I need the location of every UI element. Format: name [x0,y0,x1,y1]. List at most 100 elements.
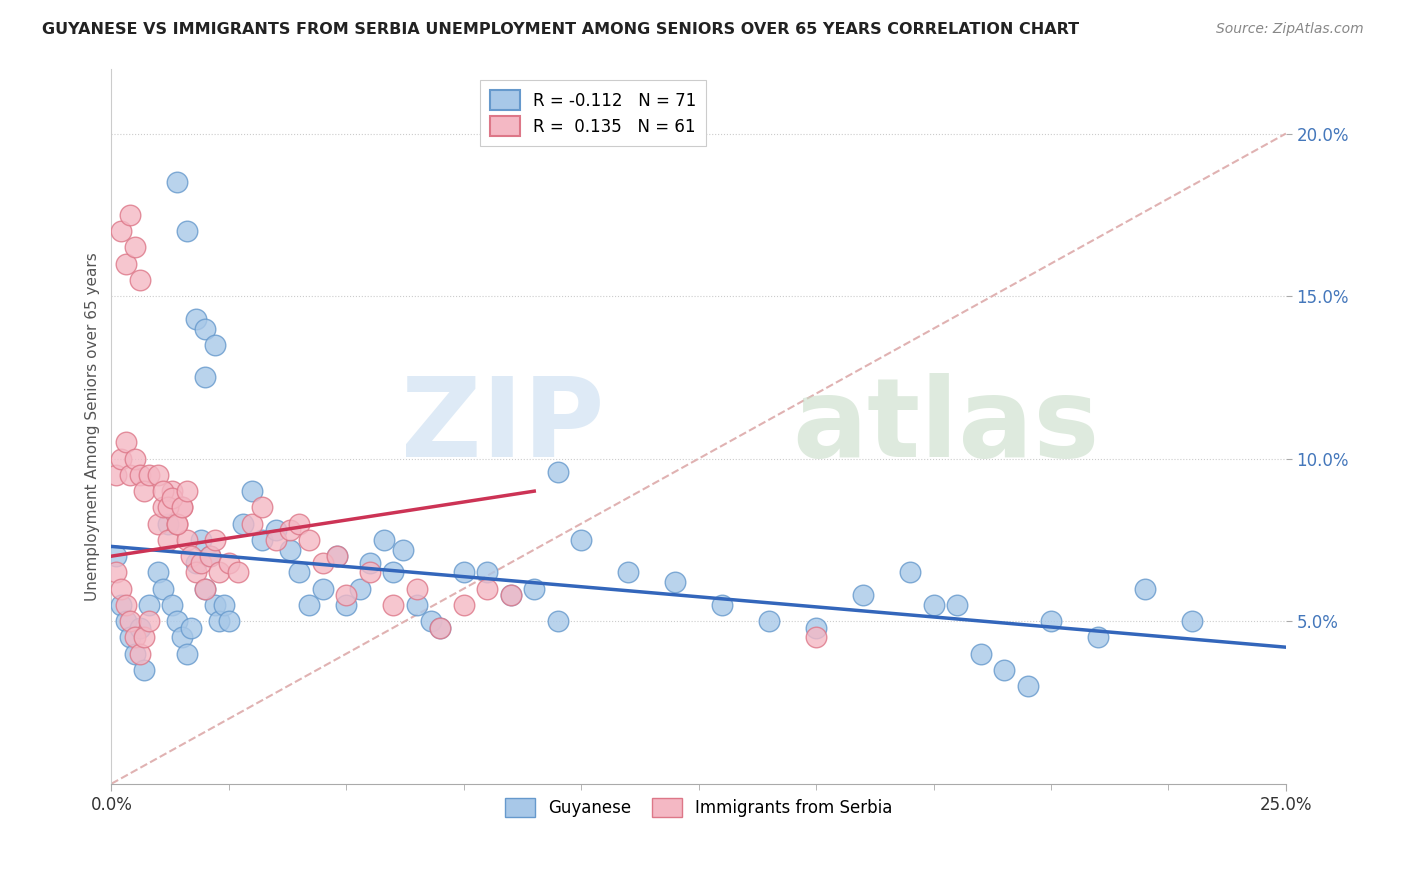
Point [326,549,349,564]
Point [138,614,160,628]
Point [166,516,188,531]
Point [405,598,427,612]
Point [499,588,522,602]
Point [184,311,207,326]
Point [1017,679,1039,693]
Point [453,598,475,612]
Point [138,467,160,482]
Point [946,598,969,612]
Text: Source: ZipAtlas.com: Source: ZipAtlas.com [1216,22,1364,37]
Point [569,533,592,547]
Point [176,533,198,547]
Point [120,467,142,482]
Point [298,533,321,547]
Point [382,598,405,612]
Point [162,598,184,612]
Point [166,516,188,531]
Point [208,566,231,580]
Point [288,566,311,580]
Point [105,566,128,580]
Point [190,533,212,547]
Point [162,484,184,499]
Point [359,556,381,570]
Point [180,549,202,564]
Point [250,533,273,547]
Point [326,549,349,564]
Point [922,598,945,612]
Point [499,588,522,602]
Point [128,621,150,635]
Text: ZIP: ZIP [401,373,605,480]
Point [156,500,179,515]
Point [264,523,287,537]
Point [240,484,263,499]
Point [373,533,395,547]
Point [128,467,150,482]
Point [419,614,441,628]
Point [152,582,174,596]
Point [208,614,231,628]
Point [176,647,198,661]
Point [114,435,136,450]
Point [1181,614,1204,628]
Point [240,516,263,531]
Point [124,647,146,661]
Point [114,256,136,270]
Point [382,566,405,580]
Point [120,208,142,222]
Point [250,500,273,515]
Point [194,582,217,596]
Point [110,451,132,466]
Point [105,549,128,564]
Legend: Guyanese, Immigrants from Serbia: Guyanese, Immigrants from Serbia [496,789,901,825]
Point [212,598,235,612]
Text: GUYANESE VS IMMIGRANTS FROM SERBIA UNEMPLOYMENT AMONG SENIORS OVER 65 YEARS CORR: GUYANESE VS IMMIGRANTS FROM SERBIA UNEMP… [42,22,1080,37]
Point [166,175,188,189]
Point [218,614,240,628]
Point [170,500,193,515]
Point [218,556,240,570]
Point [429,621,451,635]
Point [138,598,160,612]
Point [114,598,136,612]
Point [1040,614,1063,628]
Point [898,566,921,580]
Point [166,614,188,628]
Point [391,542,413,557]
Point [156,516,179,531]
Point [124,240,146,254]
Point [198,549,221,564]
Point [405,582,427,596]
Point [184,566,207,580]
Point [1087,631,1109,645]
Point [547,465,569,479]
Point [298,598,321,612]
Point [124,631,146,645]
Point [110,598,132,612]
Point [477,566,499,580]
Point [804,621,827,635]
Point [204,598,226,612]
Point [335,588,357,602]
Point [162,491,184,505]
Point [312,556,335,570]
Point [664,575,686,590]
Point [176,484,198,499]
Point [335,598,357,612]
Point [278,523,301,537]
Point [359,566,381,580]
Point [993,663,1015,677]
Point [152,484,174,499]
Point [204,533,226,547]
Point [232,516,254,531]
Point [134,631,156,645]
Point [429,621,451,635]
Point [148,516,170,531]
Point [804,631,827,645]
Point [110,224,132,238]
Point [170,631,193,645]
Point [120,614,142,628]
Point [176,224,198,238]
Point [194,321,217,335]
Point [477,582,499,596]
